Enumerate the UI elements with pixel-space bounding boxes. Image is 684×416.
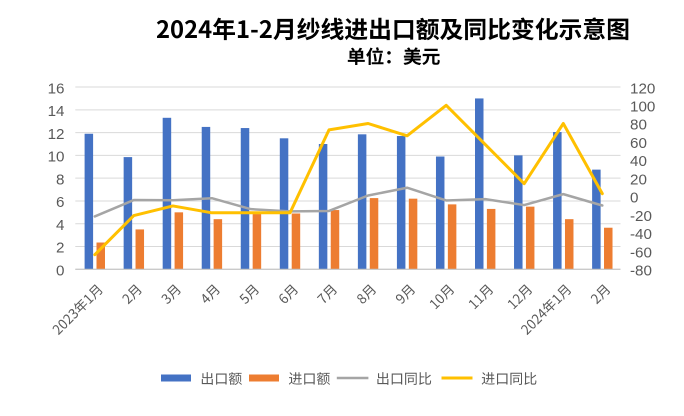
svg-text:-80: -80 [630, 262, 652, 279]
svg-text:4: 4 [56, 217, 64, 234]
svg-text:14: 14 [48, 103, 65, 120]
svg-text:0: 0 [630, 190, 638, 207]
svg-text:12: 12 [48, 126, 65, 143]
svg-text:16: 16 [48, 80, 65, 97]
svg-text:20: 20 [630, 171, 647, 188]
svg-text:120: 120 [630, 80, 655, 97]
svg-text:40: 40 [630, 153, 647, 170]
svg-text:60: 60 [630, 135, 647, 152]
svg-text:6: 6 [56, 194, 64, 211]
svg-text:0: 0 [56, 262, 64, 279]
svg-text:80: 80 [630, 117, 647, 134]
svg-text:-60: -60 [630, 244, 652, 261]
svg-text:-40: -40 [630, 226, 652, 243]
svg-text:2: 2 [56, 240, 64, 257]
svg-text:-20: -20 [630, 208, 652, 225]
svg-text:10: 10 [48, 149, 65, 166]
svg-text:8: 8 [56, 171, 64, 188]
svg-text:100: 100 [630, 98, 655, 115]
